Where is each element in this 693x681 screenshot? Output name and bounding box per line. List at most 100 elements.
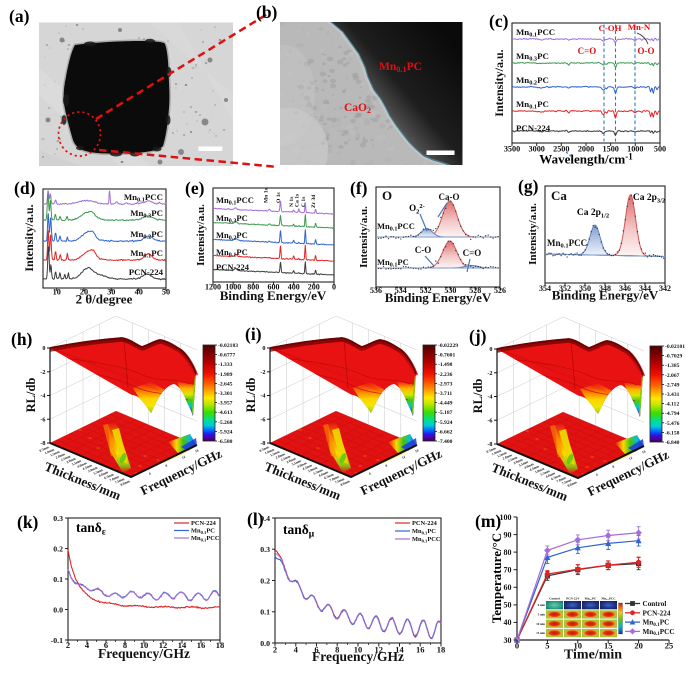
svg-text:Binding Energy/eV: Binding Energy/eV [220, 288, 327, 303]
svg-text:(g): (g) [518, 176, 539, 196]
svg-text:PCN-224: PCN-224 [566, 597, 579, 601]
svg-text:Mn0.3PC: Mn0.3PC [216, 213, 248, 225]
svg-text:Frequency/GHz: Frequency/GHz [98, 646, 190, 661]
svg-text:8: 8 [335, 645, 339, 655]
svg-text:8: 8 [123, 640, 127, 650]
svg-text:15: 15 [604, 641, 613, 651]
svg-text:3000: 3000 [529, 145, 545, 154]
svg-text:-2.749: -2.749 [665, 382, 680, 388]
svg-text:Mn0.1PCC: Mn0.1PCC [412, 536, 441, 543]
svg-text:10: 10 [354, 645, 363, 655]
svg-text:30: 30 [107, 288, 115, 297]
svg-text:-5.924: -5.924 [218, 429, 233, 435]
svg-text:Mn-N: Mn-N [628, 22, 651, 32]
svg-text:-2: -2 [40, 369, 45, 376]
svg-text:1.5mm: 1.5mm [50, 450, 61, 458]
svg-text:Intensity/a.u.: Intensity/a.u. [358, 206, 370, 268]
svg-text:4: 4 [85, 640, 90, 650]
svg-text:6.5mm: 6.5mm [104, 472, 115, 480]
svg-text:3.0mm: 3.0mm [66, 456, 77, 464]
svg-text:-6.580: -6.580 [218, 439, 233, 445]
svg-text:-4.613: -4.613 [218, 410, 233, 416]
svg-text:Mn0.1PC: Mn0.1PC [216, 247, 248, 259]
svg-text:5: 5 [545, 641, 549, 651]
svg-text:(m): (m) [475, 511, 501, 531]
svg-text:354: 354 [539, 284, 551, 293]
svg-text:70: 70 [504, 566, 512, 575]
svg-text:50: 50 [504, 601, 512, 610]
svg-text:0 min: 0 min [538, 603, 546, 607]
svg-text:O: O [382, 188, 392, 203]
svg-text:(c): (c) [489, 11, 509, 31]
svg-text:0.4: 0.4 [260, 514, 270, 523]
svg-text:-0.1: -0.1 [51, 636, 63, 645]
svg-text:342: 342 [659, 284, 671, 293]
svg-text:12: 12 [159, 640, 168, 650]
svg-text:(f): (f) [350, 178, 368, 198]
svg-text:Mn0.1PCC: Mn0.1PCC [643, 628, 675, 637]
svg-text:50: 50 [162, 288, 170, 297]
svg-text:0: 0 [515, 641, 519, 651]
svg-text:500: 500 [654, 145, 666, 154]
svg-text:RL/db: RL/db [24, 378, 38, 413]
svg-text:536: 536 [370, 286, 382, 295]
svg-text:Mn₀.₁PC: Mn₀.₁PC [585, 597, 597, 601]
svg-text:-0.7029: -0.7029 [665, 354, 682, 360]
svg-text:PCN-224: PCN-224 [191, 520, 217, 527]
svg-text:Wavelength/cm-1: Wavelength/cm-1 [539, 152, 633, 167]
svg-text:534: 534 [395, 286, 407, 295]
svg-text:(b): (b) [256, 2, 278, 22]
svg-text:Mn0.1PC: Mn0.1PC [516, 99, 549, 111]
svg-text:-5.476: -5.476 [665, 421, 680, 427]
svg-text:2: 2 [273, 645, 277, 655]
svg-text:2.5mm: 2.5mm [60, 454, 71, 462]
svg-text:-4.449: -4.449 [438, 401, 453, 407]
svg-text:0: 0 [42, 345, 45, 352]
svg-text:100: 100 [500, 513, 512, 522]
svg-text:Zr 3d: Zr 3d [311, 194, 317, 208]
svg-text:16: 16 [194, 448, 199, 453]
svg-text:Intensity/a.u.: Intensity/a.u. [195, 204, 207, 266]
svg-text:O-O: O-O [638, 46, 655, 56]
svg-text:-2.973: -2.973 [438, 381, 453, 387]
svg-text:5.5mm: 5.5mm [93, 468, 104, 476]
svg-text:800: 800 [247, 283, 259, 292]
svg-text:Mn 1s: Mn 1s [263, 187, 269, 203]
svg-text:(a): (a) [9, 6, 30, 26]
svg-text:4: 4 [294, 645, 299, 655]
svg-text:12: 12 [181, 455, 186, 460]
svg-text:-0.02183: -0.02183 [218, 343, 238, 349]
svg-text:15 min: 15 min [536, 631, 545, 635]
svg-text:Mn0.1PC: Mn0.1PC [379, 61, 422, 74]
svg-text:C-OH: C-OH [599, 23, 622, 33]
svg-text:0.3: 0.3 [260, 545, 270, 554]
svg-text:8.0mm: 8.0mm [120, 479, 131, 487]
svg-text:(k): (k) [17, 512, 39, 532]
svg-text:0.0: 0.0 [53, 605, 63, 614]
svg-text:348: 348 [599, 284, 611, 293]
svg-text:Intensity/a.u.: Intensity/a.u. [527, 203, 539, 265]
svg-text:Mn0.1PC: Mn0.1PC [191, 528, 215, 535]
svg-text:12: 12 [375, 645, 384, 655]
svg-text:-3.957: -3.957 [218, 401, 233, 407]
svg-text:352: 352 [559, 284, 571, 293]
svg-text:PCN-224: PCN-224 [216, 262, 250, 272]
svg-text:2.0mm: 2.0mm [55, 452, 66, 460]
svg-text:-0.7601: -0.7601 [438, 353, 455, 359]
svg-text:-6: -6 [40, 416, 45, 423]
svg-text:7.0mm: 7.0mm [109, 475, 120, 483]
svg-text:350: 350 [579, 284, 591, 293]
svg-text:Intensity/a.u.: Intensity/a.u. [22, 204, 36, 271]
svg-text:Ca: Ca [551, 188, 567, 203]
svg-text:PCN-224: PCN-224 [129, 267, 164, 277]
svg-text:4.0mm: 4.0mm [77, 461, 88, 469]
svg-text:(e): (e) [185, 178, 205, 198]
svg-text:1000: 1000 [225, 283, 241, 292]
svg-text:Control: Control [643, 600, 667, 608]
svg-text:2: 2 [66, 640, 70, 650]
svg-text:-1.385: -1.385 [665, 363, 680, 369]
svg-text:14: 14 [178, 640, 187, 650]
svg-text:600: 600 [268, 283, 280, 292]
svg-text:4.5mm: 4.5mm [82, 463, 93, 471]
svg-text:16: 16 [416, 645, 425, 655]
